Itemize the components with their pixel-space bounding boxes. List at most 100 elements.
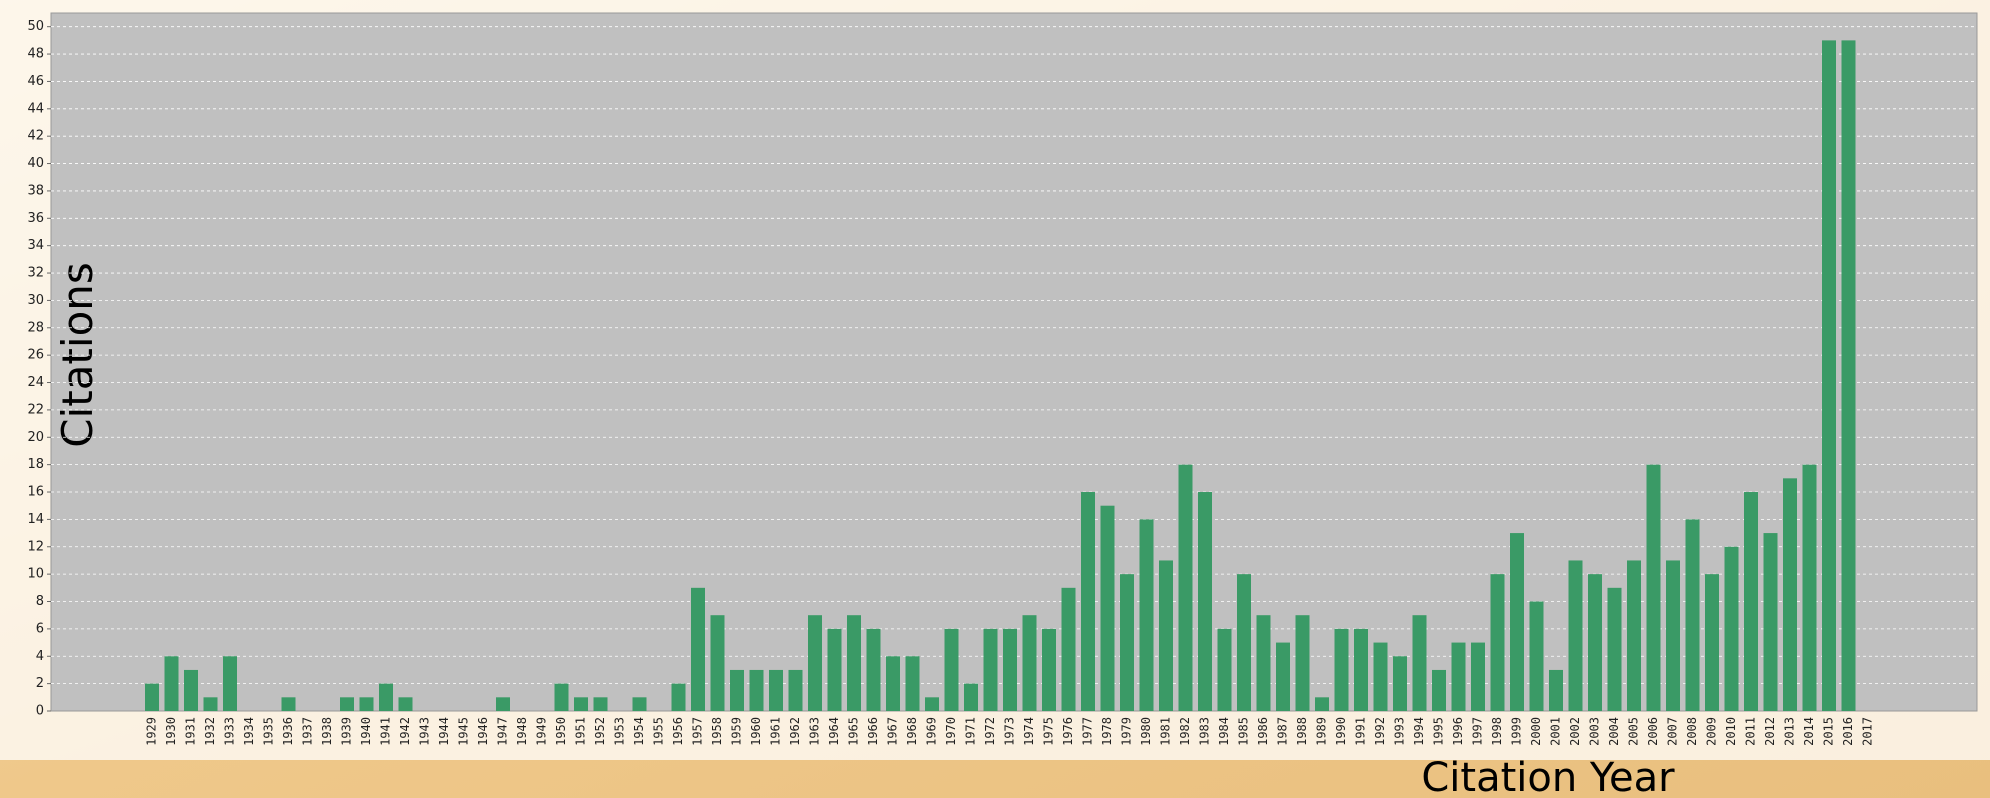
bar [1763,533,1778,711]
bar [340,697,354,711]
bar [1802,464,1817,711]
x-tick-label: 1968 [905,717,919,746]
x-tick-label: 1970 [944,717,958,746]
x-tick-label: 2004 [1607,717,1621,746]
bar [1822,40,1836,711]
x-tick-label: 1986 [1256,717,1270,746]
bar [1334,628,1349,711]
y-tick-label: 18 [27,457,44,472]
x-tick-label: 1983 [1198,717,1212,746]
x-tick-label: 1967 [886,717,900,746]
x-tick-label: 2013 [1783,717,1797,746]
x-tick-label: 1930 [164,717,178,746]
bar [1841,40,1856,711]
x-tick-label: 1942 [398,717,412,746]
x-tick-label: 1951 [574,717,588,746]
bar [1373,642,1388,711]
x-tick-label: 1949 [535,717,549,746]
bar [925,697,939,711]
bar [964,683,978,711]
bar [1003,628,1017,711]
x-tick-label: 1948 [515,717,529,746]
bar [1256,615,1271,711]
bar [1724,546,1739,711]
bar [593,697,608,711]
bar [164,656,179,711]
x-tick-label: 2005 [1627,717,1641,746]
bar [496,697,510,711]
x-tick-label: 1943 [418,717,432,746]
y-tick-label: 10 [27,567,44,582]
x-tick-label: 1950 [554,717,568,746]
bar [691,587,705,711]
x-tick-label: 2015 [1822,717,1836,746]
x-tick-label: 1940 [359,717,373,746]
x-tick-label: 1977 [1081,717,1095,746]
bar [788,669,803,711]
bar [1295,615,1310,711]
bar [203,697,218,711]
x-tick-label: 1997 [1471,717,1485,746]
bar [1490,574,1505,711]
x-tick-label: 2014 [1802,717,1816,746]
x-tick-label: 1944 [437,717,451,746]
x-tick-label: 1955 [652,717,666,746]
y-tick-label: 28 [27,320,44,335]
x-tick-label: 1978 [1100,717,1114,746]
x-tick-label: 1973 [1003,717,1017,746]
bar [1705,574,1719,711]
bar [1588,574,1602,711]
x-tick-label: 1935 [262,717,276,746]
bar [886,656,900,711]
x-tick-label: 2011 [1744,717,1758,746]
y-tick-label: 6 [36,621,44,636]
bar [1607,587,1622,711]
x-tick-label: 2009 [1705,717,1719,746]
x-tick-label: 1932 [203,717,217,746]
bar [554,683,569,711]
bar [827,628,842,711]
x-tick-label: 2000 [1529,717,1543,746]
bar [1081,492,1095,711]
bar [1198,492,1212,711]
bar [1159,560,1173,711]
x-tick-label: 1938 [320,717,334,746]
y-tick-label: 24 [27,375,44,390]
bar [1100,505,1115,711]
y-tick-label: 2 [36,676,44,691]
bar [1685,519,1700,711]
y-tick-label: 16 [27,485,44,500]
y-tick-label: 36 [27,211,44,226]
x-tick-label: 2003 [1588,717,1602,746]
bar [632,697,647,711]
bar [1646,464,1661,711]
x-tick-label: 1999 [1510,717,1524,746]
bar [1529,601,1544,711]
x-tick-label: 2007 [1666,717,1680,746]
bar [1666,560,1680,711]
y-tick-label: 44 [27,101,44,116]
x-tick-label: 2010 [1724,717,1738,746]
bar [710,615,725,711]
bar [866,628,881,711]
bar [671,683,686,711]
x-tick-label: 2002 [1568,717,1582,746]
x-tick-label: 1994 [1412,717,1426,746]
x-tick-label: 1934 [242,717,256,746]
x-tick-label: 1960 [749,717,763,746]
x-tick-label: 1993 [1393,717,1407,746]
y-tick-label: 20 [27,430,44,445]
bar [905,656,920,711]
bar [1744,492,1758,711]
x-tick-label: 1946 [476,717,490,746]
x-tick-label: 1963 [808,717,822,746]
x-tick-label: 1972 [983,717,997,746]
x-tick-label: 1941 [379,717,393,746]
bar [1549,669,1563,711]
x-tick-label: 1991 [1354,717,1368,746]
bar [1120,574,1134,711]
x-tick-label: 1975 [1042,717,1056,746]
y-tick-label: 12 [27,539,44,554]
bar [145,683,159,711]
y-tick-label: 22 [27,402,44,417]
